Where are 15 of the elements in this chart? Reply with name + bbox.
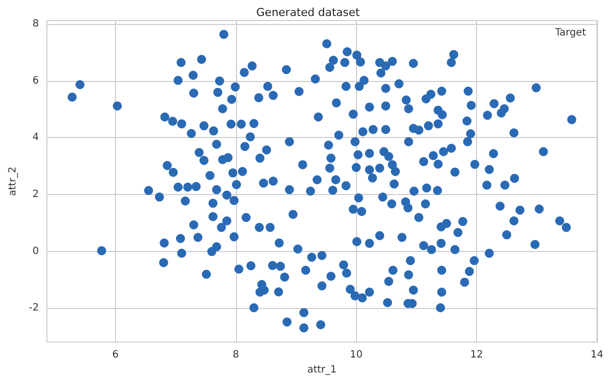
y-tick-label: 2 (32, 189, 39, 200)
y-axis-title: attr_2 (8, 166, 18, 196)
y-tick-label: 0 (32, 246, 39, 257)
x-tick-label: 8 (232, 350, 240, 361)
x-tick-label: 14 (590, 350, 604, 361)
y-tick-label: -2 (28, 302, 39, 314)
x-tick-label: 12 (470, 350, 483, 361)
y-tick-label: 6 (32, 75, 39, 86)
y-tick-label: 4 (32, 132, 39, 144)
x-tick-label: 10 (350, 350, 363, 361)
chart-title: Generated dataset (256, 6, 360, 19)
x-axis-title: attr_1 (307, 364, 337, 376)
legend-title: Target (554, 28, 586, 38)
x-tick-label: 6 (112, 350, 119, 361)
y-tick-label: 8 (32, 18, 39, 30)
